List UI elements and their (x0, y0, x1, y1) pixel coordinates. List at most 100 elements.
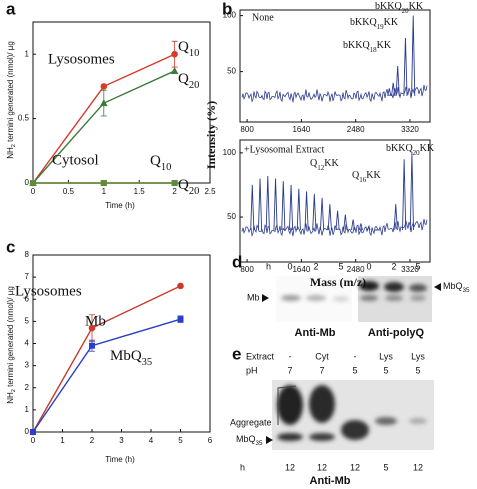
annotation: Lysosomes (15, 283, 82, 299)
row-label: h (266, 261, 271, 271)
x-tick-label: 4 (149, 436, 154, 445)
marker (100, 83, 108, 90)
antibody-label: Anti-polyQ (368, 327, 425, 339)
panel-letter: c (6, 237, 15, 256)
x-tick-label: 3 (119, 436, 124, 445)
panel-letter: e (232, 344, 241, 363)
spectrum-peak (366, 226, 371, 231)
lane-label: 7 (319, 365, 324, 375)
x-tick-label: 3320 (401, 265, 419, 274)
annotation: bKKQ20KK (386, 143, 435, 156)
y-tick-label: 8 (25, 250, 30, 259)
x-tick-label: 1640 (292, 265, 310, 274)
marker (30, 429, 36, 435)
row-label: Extract (246, 351, 275, 361)
spectrum-peak (304, 191, 309, 231)
x-tick-label: 800 (240, 265, 254, 274)
band-label: MbQ35 (443, 281, 470, 294)
band-label: Aggregate (230, 417, 272, 427)
spectrum-peak (296, 188, 301, 231)
arrowhead (262, 294, 269, 302)
x-axis-label: Mass (m/z) (310, 275, 366, 289)
plot-frame (32, 254, 211, 433)
lane-label: 12 (317, 462, 327, 472)
lane-label: 0 (287, 261, 292, 271)
x-tick-label: 6 (208, 436, 213, 445)
x-axis-label: Time (h) (105, 455, 135, 464)
y-tick-label: 0.5 (18, 114, 30, 123)
y-tick-label: 0 (25, 178, 30, 187)
lane-label: Lys (379, 351, 393, 361)
arrowhead (266, 436, 273, 444)
spectrum-peak (391, 82, 396, 97)
y-tick-label: 100 (223, 148, 237, 157)
spectrum-peak (403, 37, 408, 97)
spectrum-peak (409, 152, 414, 231)
series-label: Mb (85, 313, 106, 329)
annotation: bKKQ18KK (343, 40, 392, 53)
x-axis-label: Time (h) (105, 201, 135, 210)
marker (170, 66, 179, 74)
x-tick-label: 1640 (292, 125, 310, 134)
marker (177, 316, 184, 323)
plot-frame (239, 139, 431, 263)
series-label: Q20 (178, 71, 199, 90)
spectrum-peak (265, 175, 270, 231)
marker (88, 324, 96, 332)
annotation: None (252, 12, 274, 23)
y-tick-label: 0 (25, 427, 30, 436)
panel-letter: a (6, 0, 16, 18)
x-tick-label: 1 (102, 187, 107, 196)
series-label: Q20 (178, 177, 199, 196)
y-tick-label: 5 (25, 316, 30, 325)
lane-label: 12 (413, 462, 423, 472)
annotation: +Lysosomal Extract (244, 144, 325, 155)
lane-label: 5 (415, 261, 420, 271)
antibody-label: Anti-Mb (310, 475, 351, 487)
lane-label: 12 (350, 462, 360, 472)
marker (171, 50, 178, 58)
marker (100, 180, 107, 186)
spectrum-peak (257, 178, 263, 231)
y-tick-label: 1 (25, 49, 30, 58)
marker (30, 180, 36, 186)
spectrum-peak (312, 193, 317, 231)
x-tick-label: 0 (31, 187, 36, 196)
y-tick-label: 100 (223, 11, 237, 20)
spectrum-peak (411, 15, 416, 97)
marker (89, 342, 95, 349)
gel-image (276, 276, 432, 322)
spectrum-peak (343, 214, 348, 231)
x-tick-label: 2 (90, 436, 95, 445)
lane-label: 2 (391, 261, 396, 271)
spectrum-peak (320, 197, 325, 231)
y-axis-label: NH2 termini generated (nmol)/ µg (6, 41, 17, 159)
annotation: Lysosomes (48, 51, 115, 67)
band-label: Mb (247, 292, 260, 302)
lane-label: 5 (383, 365, 388, 375)
marker (171, 180, 178, 186)
y-tick-label: 50 (227, 212, 236, 221)
gel-image (272, 380, 434, 450)
x-tick-label: 1.5 (134, 187, 146, 196)
band-label: MbQ35 (236, 434, 263, 447)
spectrum-peak (395, 65, 400, 97)
lane-label: 5 (383, 462, 388, 472)
x-tick-label: 3320 (401, 125, 419, 134)
lane-label: 5 (415, 365, 420, 375)
y-axis-label: Intensity (%) (204, 101, 218, 169)
spectrum-peak (351, 219, 356, 231)
lane-label: - (289, 351, 292, 361)
lane-label: 7 (287, 365, 292, 375)
lane-label: Lys (411, 351, 425, 361)
arrowhead (434, 283, 441, 291)
panel-letter: d (232, 252, 242, 271)
x-tick-label: 2480 (347, 265, 365, 274)
annotation: Q16KK (352, 170, 381, 183)
annotation: bKKQ19KK (350, 17, 399, 30)
spectrum-peak (250, 184, 255, 231)
y-tick-label: 1 (25, 405, 30, 414)
marker (100, 99, 108, 107)
